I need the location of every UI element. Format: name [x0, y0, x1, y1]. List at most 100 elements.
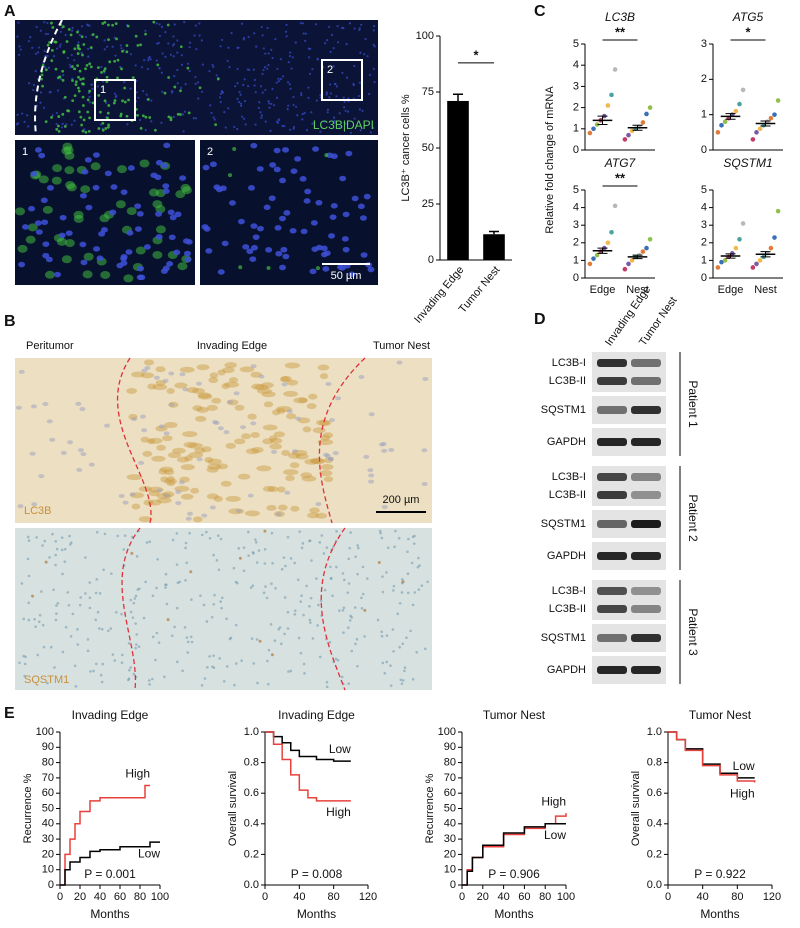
nucleus: [261, 72, 264, 76]
nucleus: [135, 91, 138, 94]
nucleus: [43, 21, 46, 24]
lc3b-signal: [15, 207, 26, 216]
stain: [143, 499, 154, 506]
nucleus: [418, 564, 421, 567]
nucleus: [342, 246, 350, 253]
blot: [592, 352, 666, 392]
stain: [131, 371, 145, 378]
nucleus: [361, 565, 365, 569]
nucleus: [155, 631, 159, 635]
nucleus: [240, 659, 243, 662]
nucleus: [144, 128, 147, 132]
stain: [204, 456, 214, 463]
y-axis-label: LC3B⁺ cancer cells %: [400, 94, 412, 202]
nucleus: [280, 642, 283, 646]
nucleus: [170, 634, 174, 638]
stain: [166, 388, 175, 395]
nucleus: [260, 114, 263, 117]
nucleus: [256, 681, 259, 685]
stain: [186, 386, 199, 393]
nucleus: [229, 636, 233, 640]
nucleus: [21, 112, 24, 115]
nucleus: [310, 559, 313, 562]
y-axis-label: Overall survival: [630, 771, 642, 846]
nucleus: [98, 231, 106, 237]
stain: [208, 377, 219, 384]
nucleus: [266, 26, 269, 30]
nucleus: [27, 601, 30, 605]
nucleus: [194, 82, 197, 85]
point: [644, 245, 649, 251]
band: [597, 666, 627, 674]
nucleus: [176, 39, 179, 42]
stain: [298, 397, 308, 404]
nucleus: [173, 23, 176, 26]
stain: [293, 397, 308, 404]
nucleus: [358, 27, 361, 30]
y-tick-label: 1.0: [244, 726, 259, 738]
nucleus: [325, 546, 329, 549]
stain: [179, 366, 195, 373]
x-tick-label: Invading Edge: [412, 264, 466, 326]
nucleus: [270, 102, 273, 106]
nucleus: [147, 57, 150, 60]
nucleus: [131, 616, 135, 619]
nucleus: [333, 82, 337, 86]
nucleus: [119, 44, 122, 47]
lc3b-signal: [152, 20, 156, 24]
lc3b-signal: [187, 111, 191, 115]
stain-label: LC3B|DAPI: [313, 118, 374, 132]
nucleus: [268, 106, 271, 109]
stain: [401, 580, 405, 584]
nucleus: [180, 86, 183, 89]
nucleus: [175, 660, 179, 664]
stain: [206, 404, 218, 411]
nucleus: [40, 197, 48, 204]
nucleus: [407, 537, 410, 541]
stain: [31, 502, 38, 507]
stain: [315, 419, 330, 426]
x-tick-label: 0: [57, 891, 63, 903]
y-tick-label: 5: [701, 184, 707, 196]
stain: [158, 468, 168, 475]
stain: [196, 457, 203, 462]
nucleus: [318, 655, 322, 659]
row-label: GAPDH: [547, 664, 586, 676]
nucleus: [352, 83, 355, 87]
lc3b-signal: [141, 114, 145, 118]
stain: [147, 499, 162, 506]
stain: [381, 504, 388, 509]
nucleus: [299, 176, 307, 182]
nucleus: [293, 613, 297, 616]
y-tick-label: 3: [701, 219, 707, 231]
lc3b-signal: [80, 123, 84, 127]
nucleus: [46, 21, 49, 25]
nucleus: [217, 269, 225, 275]
nucleus: [237, 218, 245, 225]
nucleus: [19, 48, 22, 51]
nucleus: [315, 99, 319, 102]
lc3b-signal: [70, 65, 74, 68]
stain: [15, 405, 22, 410]
nucleus: [264, 88, 267, 92]
lc3b-signal: [81, 95, 85, 99]
stain: [235, 509, 242, 514]
nucleus: [335, 530, 338, 533]
nucleus: [39, 29, 42, 32]
nucleus: [349, 531, 352, 534]
nucleus: [372, 126, 375, 130]
nucleus: [293, 609, 297, 612]
nucleus: [138, 274, 146, 281]
x-tick-label: 120: [763, 891, 781, 903]
row-label: LC3B-I: [552, 357, 586, 369]
nucleus: [410, 561, 414, 565]
nucleus: [105, 45, 109, 48]
nucleus: [194, 75, 197, 79]
point: [591, 126, 596, 132]
nucleus: [133, 597, 137, 600]
y-tick-label: 70: [444, 772, 456, 784]
nucleus: [219, 45, 222, 48]
y-tick-label: 0: [701, 144, 707, 156]
nucleus: [212, 602, 216, 606]
stain: [140, 436, 150, 443]
